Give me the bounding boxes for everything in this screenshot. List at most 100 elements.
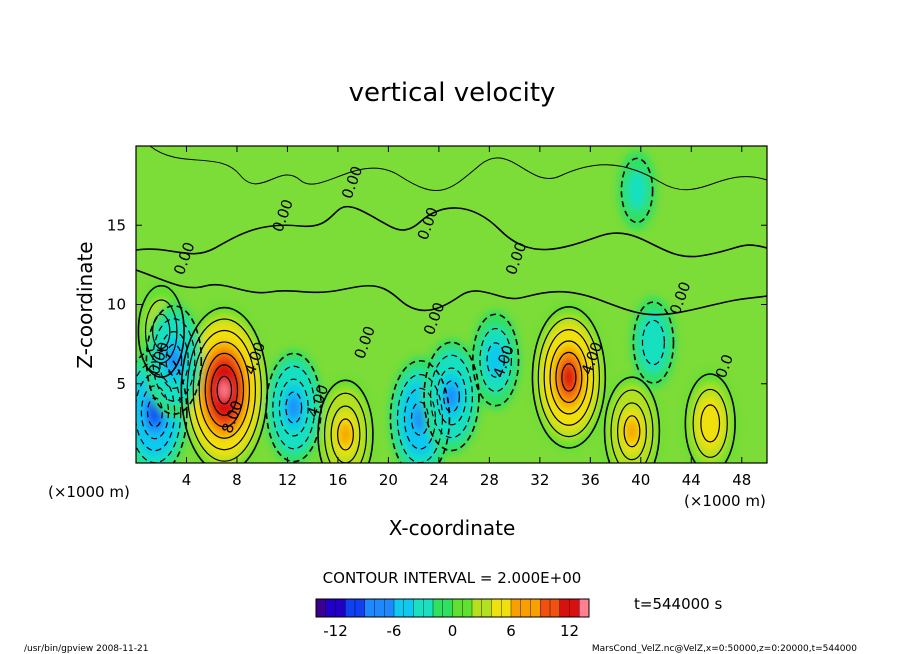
velocity-cell-4 xyxy=(703,409,718,437)
contour-ring-0 xyxy=(216,375,233,405)
velocity-cell-3 xyxy=(626,419,638,443)
colorbar-tick-label: 0 xyxy=(448,622,458,640)
colorbar-cell xyxy=(559,599,570,617)
x-axis-label: X-coordinate xyxy=(389,516,516,540)
contour-ring-10 xyxy=(429,354,474,439)
contour-ring-6 xyxy=(136,349,188,463)
contour-ring-10 xyxy=(443,380,460,413)
contour-zero-top xyxy=(149,146,767,191)
contour-ring-10 xyxy=(436,367,467,426)
contour-ring-8 xyxy=(265,352,322,463)
contour-ring-8 xyxy=(278,378,309,437)
contour-zero-mid xyxy=(136,269,767,316)
contour-ring-12 xyxy=(632,301,675,384)
colorbar-cell xyxy=(501,599,512,617)
contour-ring-7 xyxy=(152,318,196,402)
contour-ring-0 xyxy=(180,306,269,463)
velocity-cell-13 xyxy=(627,170,647,211)
colorbar-cell xyxy=(442,599,453,617)
colorbar-cell xyxy=(520,599,531,617)
colorbar-cell xyxy=(413,599,424,617)
colorbar-frame xyxy=(315,598,590,618)
velocity-cell-8 xyxy=(287,395,300,420)
contour-ring-0 xyxy=(204,352,245,428)
contour-ring-0 xyxy=(186,318,262,462)
contour-ring-1 xyxy=(549,340,589,415)
y-axis-ticks: 5 10 15 xyxy=(107,216,767,393)
colorbar-cell xyxy=(530,599,541,617)
colorbar-tick-label: 12 xyxy=(560,622,579,640)
contour-ring-4 xyxy=(692,388,728,458)
contour-ring-7 xyxy=(165,343,183,377)
colorbar-cell xyxy=(550,599,561,617)
contour-ring-10 xyxy=(423,341,480,452)
y-tick-label: 15 xyxy=(107,216,126,234)
contour-ring-7 xyxy=(145,305,203,415)
contour-ring-4 xyxy=(700,404,721,443)
velocity-cell-9 xyxy=(413,406,427,432)
contour-ring-6 xyxy=(136,373,176,452)
colorbar-tick-label: 6 xyxy=(506,622,516,640)
colorbar-cell xyxy=(540,599,551,617)
contour-ring-3 xyxy=(616,402,647,461)
x-tick-label: 8 xyxy=(232,471,242,489)
contour-zero-upper xyxy=(136,205,767,258)
colorbar-cell xyxy=(345,599,356,617)
colorbar-cell xyxy=(462,599,473,617)
x-tick-label: 40 xyxy=(631,471,650,489)
colorbar-cell xyxy=(403,599,414,617)
contour-ring-9 xyxy=(389,359,451,463)
colorbar-tick-label: -6 xyxy=(387,622,402,640)
contour-ring-4 xyxy=(684,373,736,463)
colorbar-cell xyxy=(491,599,502,617)
colorbar-cell xyxy=(325,599,336,617)
colorbar-tick-label: -12 xyxy=(323,622,348,640)
contour-ring-2 xyxy=(323,392,367,463)
colorbar-cell xyxy=(433,599,444,617)
contour-ring-13 xyxy=(620,157,654,224)
x-tick-label: 16 xyxy=(328,471,347,489)
contour-ring-11 xyxy=(486,342,505,378)
colorbar-cell xyxy=(481,599,492,617)
contour-ring-0 xyxy=(210,364,239,416)
contour-ring-3 xyxy=(610,389,654,463)
contour-ring-8 xyxy=(272,365,316,450)
colorbar xyxy=(315,598,590,618)
x-tick-label: 32 xyxy=(530,471,549,489)
velocity-cell-0 xyxy=(219,380,230,400)
y-axis-unit: (×1000 m) xyxy=(48,483,130,501)
x-axis-ticks: 4 8 12 16 20 24 28 32 36 40 44 48 xyxy=(182,146,751,489)
colorbar-cell xyxy=(423,599,434,617)
x-tick-label: 24 xyxy=(429,471,448,489)
velocity-cell-12 xyxy=(645,327,662,358)
contour-interval: CONTOUR INTERVAL = 2.000E+00 xyxy=(323,569,582,587)
contour-ring-7 xyxy=(158,331,189,389)
contour-ring-9 xyxy=(403,387,436,450)
colorbar-cell xyxy=(316,599,327,617)
colorbar-cell xyxy=(579,599,590,617)
footer-left: /usr/bin/gpview 2008-11-21 xyxy=(24,644,148,654)
x-tick-label: 4 xyxy=(182,471,192,489)
velocity-cell-10 xyxy=(445,384,458,409)
contour-ring-11 xyxy=(472,313,520,407)
x-tick-label: 12 xyxy=(278,471,297,489)
colorbar-cell xyxy=(374,599,385,617)
x-tick-label: 36 xyxy=(581,471,600,489)
contour-ring-2 xyxy=(317,379,374,463)
colorbar-cell xyxy=(384,599,395,617)
contour-ring-1 xyxy=(531,306,607,449)
x-tick-label: 20 xyxy=(379,471,398,489)
colorbar-cell xyxy=(452,599,463,617)
footer-right: MarsCond_VelZ.nc@VelZ,x=0:50000,z=0:2000… xyxy=(592,644,857,654)
contour-ring-5 xyxy=(137,284,185,378)
contour-ring-2 xyxy=(337,418,354,451)
colorbar-ticks: -12 -6 0 6 12 xyxy=(323,622,579,640)
x-tick-label: 44 xyxy=(682,471,701,489)
contour-lines xyxy=(136,146,767,316)
contour-ring-9 xyxy=(410,401,429,436)
contour-ring-8 xyxy=(285,391,303,424)
contour-ring-0 xyxy=(198,341,251,439)
velocity-cell-1 xyxy=(563,366,575,388)
time-label: t=544000 s xyxy=(634,595,722,613)
x-tick-label: 48 xyxy=(732,471,751,489)
